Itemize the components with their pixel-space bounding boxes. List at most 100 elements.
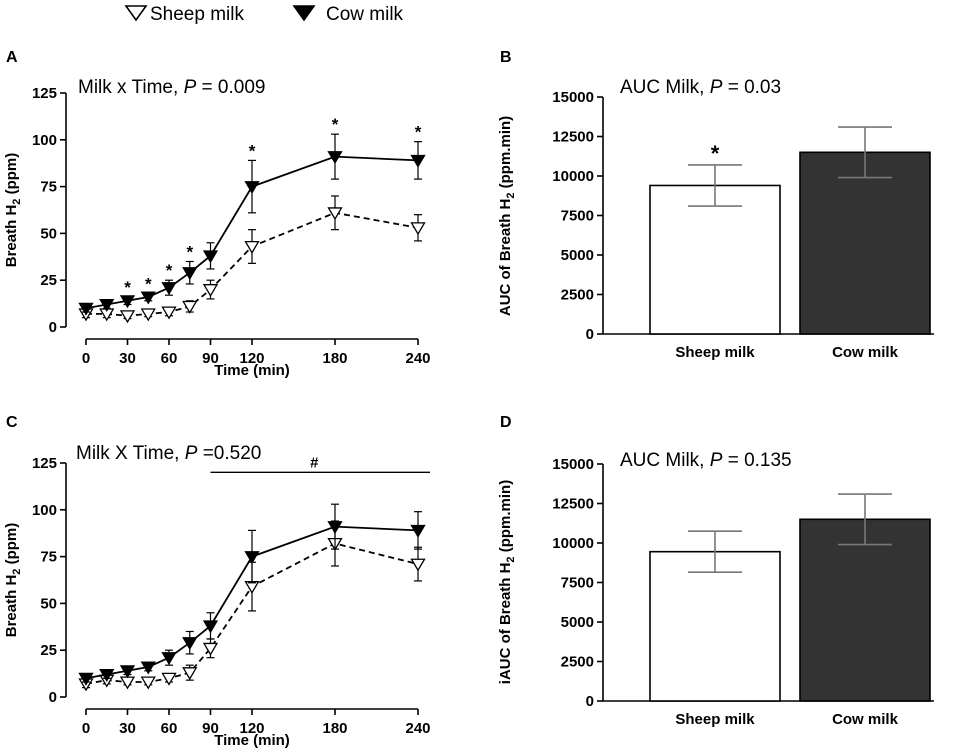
x-tick-label: 240 (405, 720, 430, 737)
y-label-tail: (ppm.min) (497, 480, 514, 557)
cow-data-point (244, 551, 260, 565)
y-tick-label: 10000 (552, 535, 594, 552)
sheep-data-point (202, 284, 219, 298)
annotation-text: Milk x Time, P = 0.009 (78, 77, 265, 98)
cow-data-point (244, 181, 260, 195)
x-category-label: Sheep milk (675, 344, 755, 361)
x-axis-label: Time (min) (214, 732, 290, 749)
x-category-label: Sheep milk (675, 711, 755, 728)
cow-data-point (161, 652, 177, 666)
annotation-prefix: AUC Milk, (620, 450, 710, 471)
annotation-text: AUC Milk, P = 0.03 (620, 77, 781, 98)
y-tick-label: 2500 (561, 287, 594, 304)
cow-data-point (327, 151, 343, 165)
y-tick-label: 5000 (561, 614, 594, 631)
cow-bar (799, 151, 931, 335)
y-label-main: AUC of Breath H (497, 199, 514, 317)
y-tick-label: 7500 (561, 575, 594, 592)
cow-data-point (140, 661, 156, 675)
cow-data-point (410, 524, 426, 538)
panel-a: A Milk x Time, P = 0.009 0 25 50 75 100 125 0 30 6… (3, 49, 431, 379)
y-tick-label: 25 (40, 272, 57, 289)
x-tick-label: 30 (119, 720, 136, 737)
y-label-tail: (ppm.min) (497, 116, 514, 193)
x-tick-label: 180 (322, 720, 347, 737)
y-tick-label: 2500 (561, 654, 594, 671)
cow-data-point (78, 302, 94, 316)
y-tick-label: 0 (49, 319, 57, 336)
annotation-text: Milk X Time, P =0.520 (76, 443, 261, 464)
cow-data-point (99, 299, 115, 312)
x-axis-label: Time (min) (214, 362, 290, 379)
y-tick-label: 25 (40, 642, 57, 659)
y-label-tail: (ppm) (3, 523, 20, 569)
cow-data-point (182, 637, 198, 651)
legend: Sheep milk Cow milk (124, 4, 404, 25)
sheep-data-point (410, 222, 426, 236)
y-label-subscript: 2 (505, 556, 517, 562)
sheep-series-line (85, 542, 419, 685)
y-tick-label: 100 (32, 502, 57, 519)
panel-letter: D (500, 414, 512, 431)
cow-data-point (202, 250, 219, 264)
y-axis-label: Breath H2 (ppm) (3, 523, 23, 637)
sheep-data-point (327, 207, 343, 221)
cow-bar (799, 518, 931, 702)
sheep-data-point (161, 306, 177, 320)
cow-data-point (99, 669, 115, 682)
significance-star: * (145, 274, 152, 293)
panel-letter: A (6, 49, 18, 66)
significance-star: * (124, 278, 131, 297)
sheep-data-point (182, 667, 198, 681)
x-category-label: Cow milk (832, 344, 899, 361)
cow-data-point (119, 295, 136, 309)
y-tick-label: 15000 (552, 456, 594, 473)
sheep-bar (649, 184, 781, 335)
x-tick-label: 90 (202, 350, 219, 367)
x-tick-label: 0 (82, 720, 90, 737)
annotation-suffix: = 0.135 (722, 450, 791, 471)
y-tick-label: 75 (40, 549, 57, 566)
panel-c: C Milk X Time, P =0.520 0 25 50 75 100 125 0 30 60… (3, 414, 431, 749)
y-label-tail: (ppm) (3, 153, 20, 199)
annotation-suffix: =0.520 (197, 443, 261, 464)
cow-series-line (85, 155, 419, 310)
y-tick-label: 15000 (552, 89, 594, 106)
annotation-prefix: AUC Milk, (620, 77, 710, 98)
sheep-data-point (119, 310, 136, 324)
legend-cow-marker (292, 5, 316, 22)
y-tick-label: 50 (40, 225, 57, 242)
y-tick-label: 12500 (552, 496, 594, 513)
annotation-p: P (184, 77, 197, 98)
annotation-p: P (710, 77, 723, 98)
y-tick-label: 0 (586, 326, 594, 343)
cow-data-point (78, 672, 94, 686)
y-label-subscript: 2 (505, 193, 517, 199)
significance-label: # (310, 454, 319, 471)
significance-star: * (415, 123, 422, 142)
significance-star: * (249, 141, 256, 160)
sheep-data-point (202, 642, 219, 656)
sheep-data-point (410, 558, 426, 572)
cow-data-point (119, 665, 136, 679)
y-label-main: iAUC of Breath H (497, 563, 514, 685)
y-tick-label: 7500 (561, 208, 594, 225)
y-tick-label: 75 (40, 179, 57, 196)
sheep-data-point (140, 308, 156, 322)
cow-data-point (182, 267, 198, 281)
x-tick-label: 180 (322, 350, 347, 367)
panel-letter: C (6, 414, 18, 431)
y-tick-label: 50 (40, 595, 57, 612)
annotation-suffix: = 0.03 (722, 77, 781, 98)
legend-cow-label: Cow milk (326, 4, 404, 25)
sheep-data-point (119, 676, 136, 690)
y-label-main: Breath H (3, 575, 20, 638)
x-tick-label: 240 (405, 350, 430, 367)
y-tick-label: 125 (32, 455, 57, 472)
y-tick-label: 125 (32, 85, 57, 102)
x-tick-label: 90 (202, 720, 219, 737)
annotation-p: P (185, 443, 198, 464)
x-category-label: Cow milk (832, 711, 899, 728)
panel-letter: B (500, 49, 512, 66)
